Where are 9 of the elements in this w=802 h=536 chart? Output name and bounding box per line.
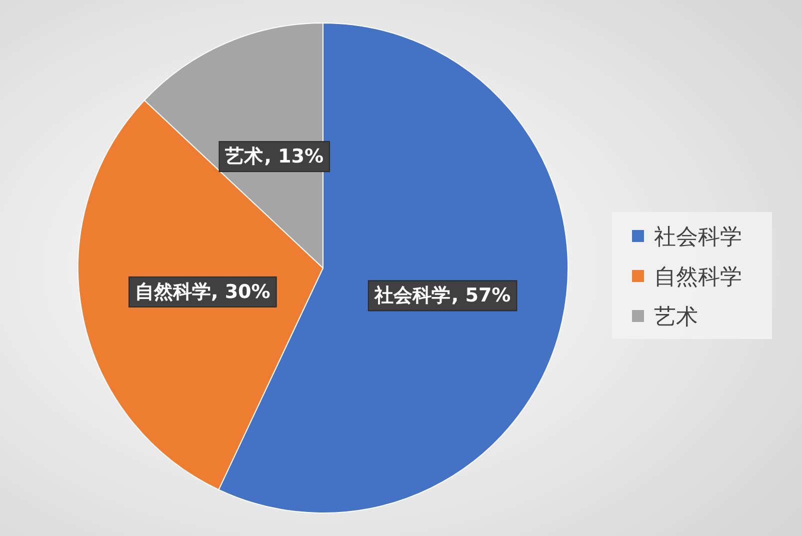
slice-label: 社会科学 <box>373 284 450 307</box>
slice-label: 社会科学 <box>654 225 742 250</box>
slice-label: 自然科学 <box>135 280 212 303</box>
legend-label: 自然科学 <box>654 265 742 290</box>
slice-label: 艺术 <box>224 146 264 168</box>
data-label: , 13% <box>264 146 324 168</box>
legend-label: 艺术 <box>654 305 698 330</box>
data-label: , 57% <box>451 284 511 307</box>
data-label: , 30% <box>211 280 270 303</box>
